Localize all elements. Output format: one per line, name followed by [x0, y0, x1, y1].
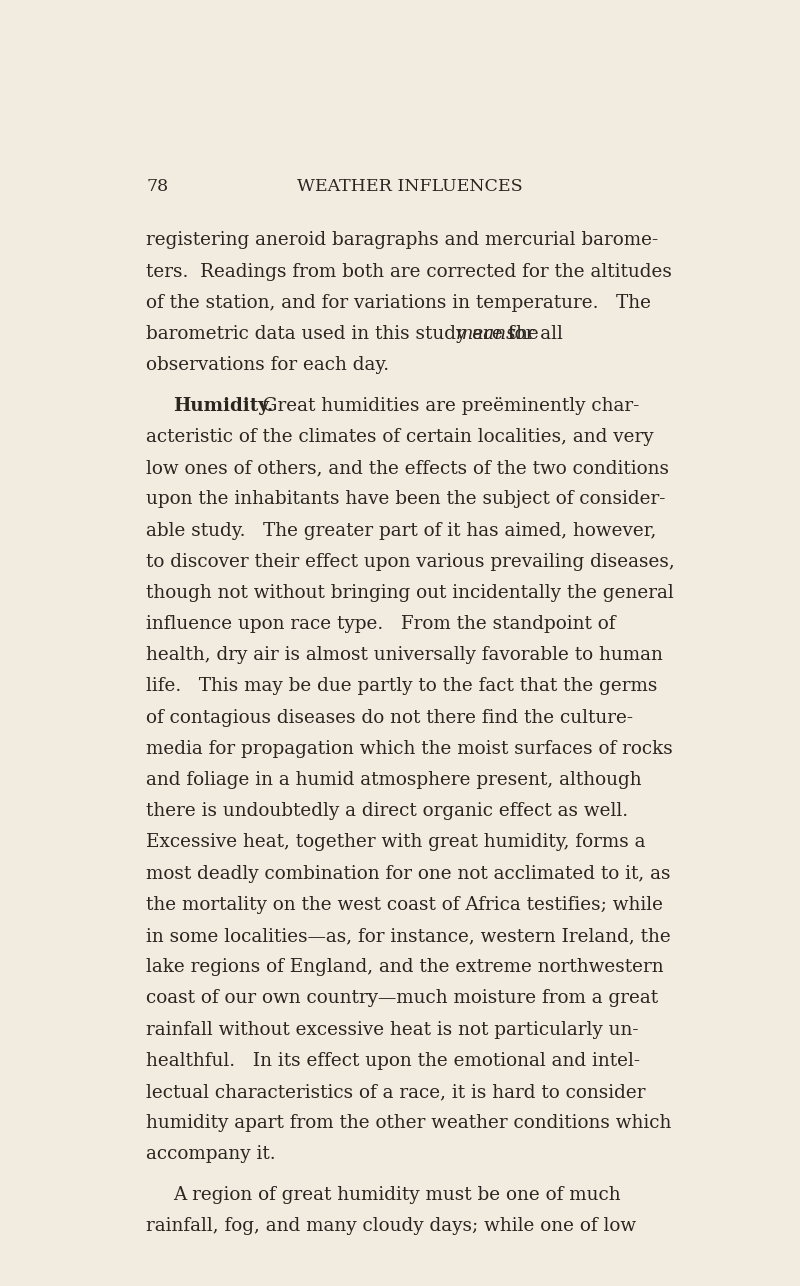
Text: media for propagation which the moist surfaces of rocks: media for propagation which the moist su…	[146, 739, 674, 757]
Text: WEATHER INFLUENCES: WEATHER INFLUENCES	[297, 177, 523, 195]
Text: the mortality on the west coast of Africa testifies; while: the mortality on the west coast of Afric…	[146, 896, 663, 914]
Text: of the station, and for variations in temperature.   The: of the station, and for variations in te…	[146, 293, 651, 311]
Text: lake regions of England, and the extreme northwestern: lake regions of England, and the extreme…	[146, 958, 664, 976]
Text: registering aneroid baragraphs and mercurial barome-: registering aneroid baragraphs and mercu…	[146, 231, 658, 249]
Text: barometric data used in this study are the: barometric data used in this study are t…	[146, 325, 545, 343]
Text: health, dry air is almost universally favorable to human: health, dry air is almost universally fa…	[146, 647, 663, 665]
Text: for all: for all	[502, 325, 563, 343]
Text: most deadly combination for one not acclimated to it, as: most deadly combination for one not accl…	[146, 864, 671, 882]
Text: though not without bringing out incidentally the general: though not without bringing out incident…	[146, 584, 674, 602]
Text: there is undoubtedly a direct organic effect as well.: there is undoubtedly a direct organic ef…	[146, 802, 629, 820]
Text: rainfall, fog, and many cloudy days; while one of low: rainfall, fog, and many cloudy days; whi…	[146, 1217, 637, 1235]
Text: to discover their effect upon various prevailing diseases,: to discover their effect upon various pr…	[146, 553, 675, 571]
Text: ters.  Readings from both are corrected for the altitudes: ters. Readings from both are corrected f…	[146, 262, 672, 280]
Text: Humidity.: Humidity.	[173, 397, 274, 415]
Text: observations for each day.: observations for each day.	[146, 356, 390, 374]
Text: rainfall without excessive heat is not particularly un-: rainfall without excessive heat is not p…	[146, 1021, 639, 1039]
Text: healthful.   In its effect upon the emotional and intel-: healthful. In its effect upon the emotio…	[146, 1052, 641, 1070]
Text: low ones of others, and the effects of the two conditions: low ones of others, and the effects of t…	[146, 459, 670, 477]
Text: 78: 78	[146, 177, 169, 195]
Text: Great humidities are preëminently char-: Great humidities are preëminently char-	[251, 397, 639, 415]
Text: life.   This may be due partly to the fact that the germs: life. This may be due partly to the fact…	[146, 678, 658, 696]
Text: able study.   The greater part of it has aimed, however,: able study. The greater part of it has a…	[146, 522, 657, 540]
Text: acteristic of the climates of certain localities, and very: acteristic of the climates of certain lo…	[146, 428, 654, 446]
Text: influence upon race type.   From the standpoint of: influence upon race type. From the stand…	[146, 615, 616, 633]
Text: in some localities—as, for instance, western Ireland, the: in some localities—as, for instance, wes…	[146, 927, 671, 945]
Text: coast of our own country—much moisture from a great: coast of our own country—much moisture f…	[146, 989, 658, 1007]
Text: upon the inhabitants have been the subject of consider-: upon the inhabitants have been the subje…	[146, 490, 666, 508]
Text: and foliage in a humid atmosphere present, although: and foliage in a humid atmosphere presen…	[146, 772, 642, 790]
Text: A region of great humidity must be one of much: A region of great humidity must be one o…	[173, 1186, 621, 1204]
Text: accompany it.: accompany it.	[146, 1146, 276, 1164]
Text: means: means	[455, 325, 516, 343]
Text: lectual characteristics of a race, it is hard to consider: lectual characteristics of a race, it is…	[146, 1083, 646, 1101]
Text: of contagious diseases do not there find the culture-: of contagious diseases do not there find…	[146, 709, 634, 727]
Text: humidity apart from the other weather conditions which: humidity apart from the other weather co…	[146, 1114, 672, 1132]
Text: Excessive heat, together with great humidity, forms a: Excessive heat, together with great humi…	[146, 833, 646, 851]
